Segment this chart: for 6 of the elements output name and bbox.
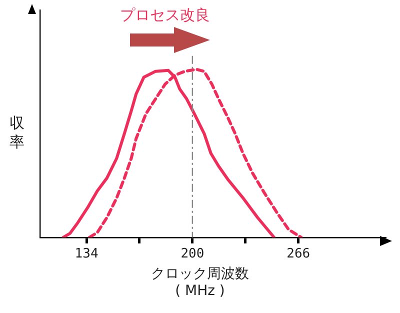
chart-title: プロセス改良 — [119, 6, 211, 25]
x-tick-label: 134 — [74, 246, 98, 262]
y-axis-title: 収率 — [8, 114, 26, 152]
x-tick-label: 200 — [180, 246, 204, 262]
x-tick-label: 266 — [286, 246, 310, 262]
x-axis-title: クロック周波数 ( MHz ) — [150, 266, 250, 300]
